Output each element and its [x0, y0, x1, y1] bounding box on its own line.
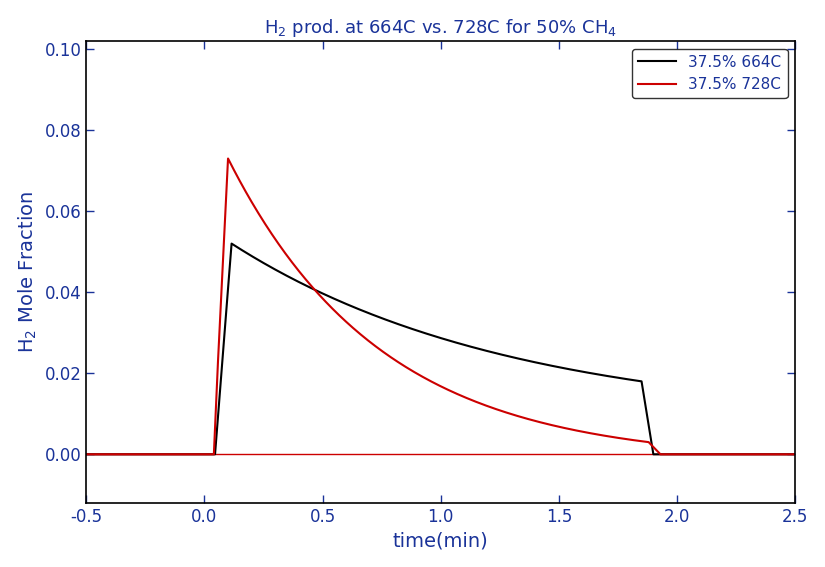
37.5% 728C — [223, 155, 233, 162]
37.5% 664C — [454, 340, 464, 346]
X-axis label: time(min): time(min) — [393, 531, 488, 551]
37.5% 664C — [790, 451, 800, 458]
Line: 37.5% 664C: 37.5% 664C — [87, 244, 795, 454]
37.5% 728C — [267, 231, 277, 238]
37.5% 728C — [349, 325, 359, 332]
37.5% 664C — [82, 451, 92, 458]
37.5% 728C — [790, 451, 800, 458]
37.5% 728C — [733, 451, 742, 458]
Y-axis label: H$_2$ Mole Fraction: H$_2$ Mole Fraction — [16, 191, 39, 353]
37.5% 664C — [503, 353, 513, 359]
Line: 37.5% 728C: 37.5% 728C — [87, 159, 795, 454]
37.5% 728C — [165, 451, 175, 458]
37.5% 728C — [82, 451, 92, 458]
37.5% 664C — [781, 451, 791, 458]
37.5% 664C — [601, 373, 611, 379]
37.5% 664C — [227, 240, 237, 247]
37.5% 664C — [510, 354, 520, 361]
Title: H$_2$ prod. at 664C vs. 728C for 50% CH$_4$: H$_2$ prod. at 664C vs. 728C for 50% CH$… — [264, 16, 617, 39]
37.5% 728C — [408, 368, 417, 375]
37.5% 728C — [546, 421, 556, 428]
Legend: 37.5% 664C, 37.5% 728C: 37.5% 664C, 37.5% 728C — [632, 49, 788, 99]
37.5% 664C — [315, 289, 325, 296]
